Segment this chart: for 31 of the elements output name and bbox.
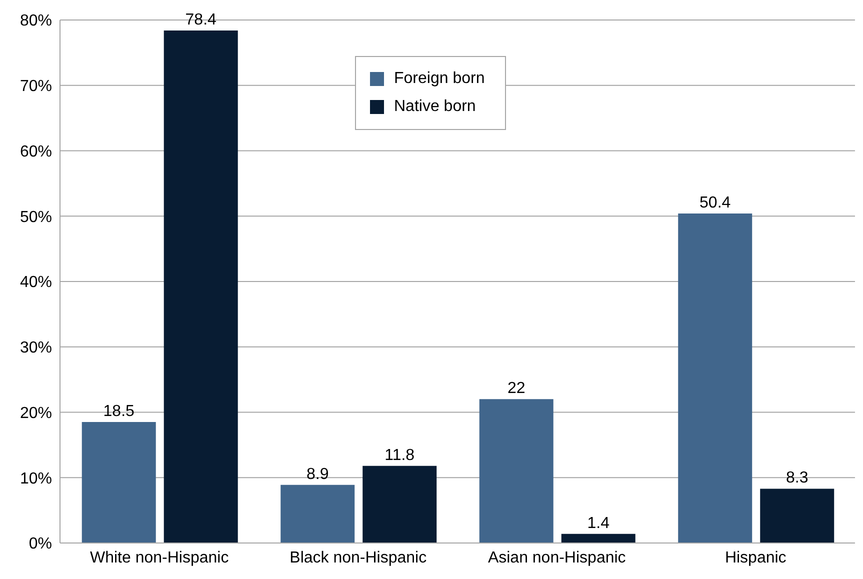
y-tick-label: 60%	[20, 143, 52, 160]
x-tick-label: Asian non-Hispanic	[488, 549, 626, 566]
y-tick-label: 70%	[20, 78, 52, 96]
bar	[164, 30, 238, 543]
bar	[280, 484, 355, 543]
legend-label: Foreign born	[394, 70, 485, 88]
data-label: 78.4	[185, 11, 217, 28]
bar	[479, 399, 554, 543]
x-tick-label: Black non-Hispanic	[290, 549, 427, 566]
bar	[362, 466, 437, 543]
bar	[561, 534, 636, 543]
bar	[678, 214, 752, 543]
data-label: 1.4	[587, 514, 610, 532]
data-label: 50.4	[700, 194, 731, 212]
y-tick-label: 20%	[20, 404, 52, 422]
data-label: 22	[507, 380, 526, 398]
legend-label: Native born	[394, 98, 476, 116]
y-tick-label: 0%	[28, 536, 52, 553]
bar	[760, 488, 834, 543]
data-label: 8.3	[786, 470, 808, 487]
x-tick-label: Hispanic	[724, 549, 786, 566]
y-tick-label: 80%	[20, 12, 52, 30]
bar	[82, 422, 156, 543]
data-label: 8.9	[306, 466, 329, 483]
y-tick-label: 40%	[20, 274, 52, 292]
y-tick-label: 10%	[20, 470, 52, 488]
data-label: 11.8	[384, 446, 415, 464]
y-tick-label: 30%	[20, 340, 52, 357]
data-label: 18.5	[103, 403, 135, 420]
x-tick-label: White non-Hispanic	[90, 549, 229, 566]
y-tick-label: 50%	[20, 208, 52, 226]
